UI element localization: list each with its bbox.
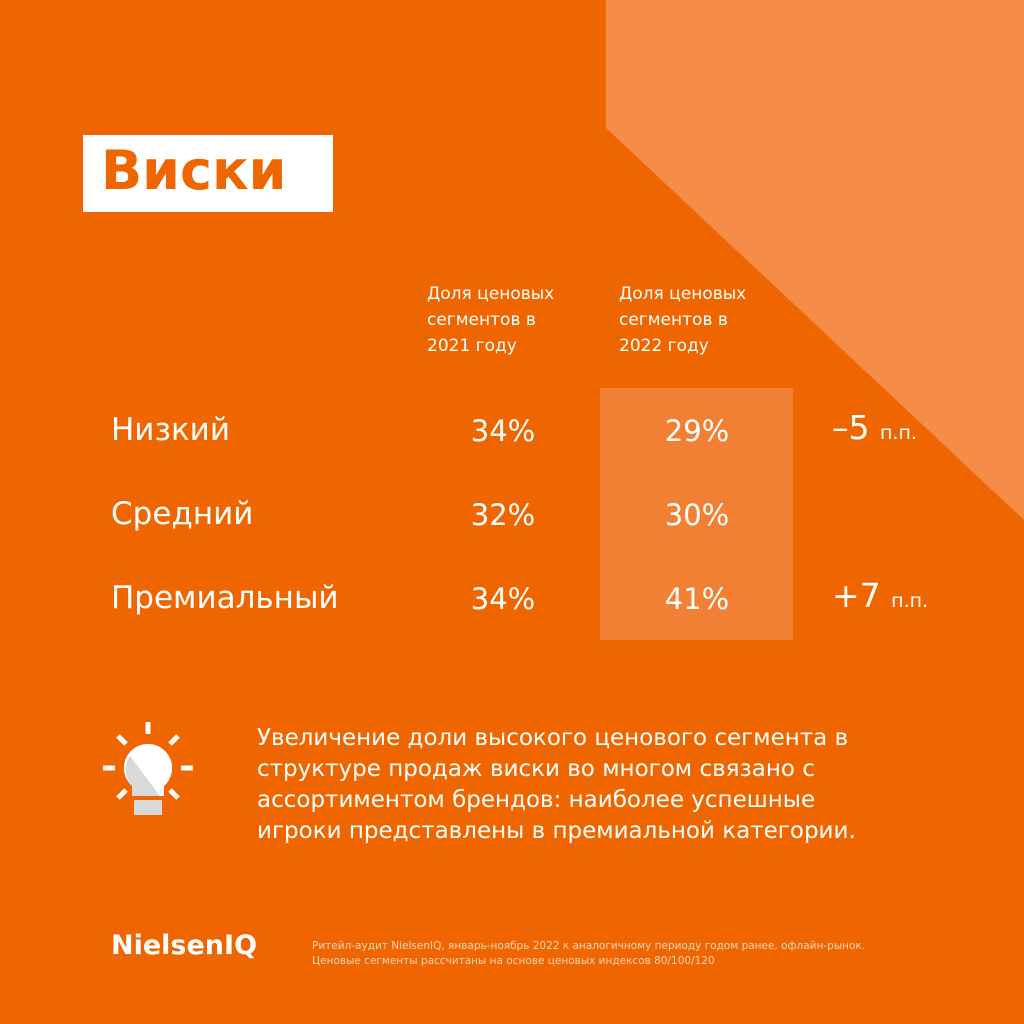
note-line: игроки представлены в премиальной катего…: [257, 818, 856, 844]
note-line: Увеличение доли высокого ценового сегмен…: [257, 725, 849, 751]
change: –5 п.п.: [832, 408, 917, 447]
change-value: +7: [832, 576, 881, 615]
change: +7 п.п.: [832, 576, 928, 615]
logo: NielsenIQ: [111, 930, 258, 961]
title-box: [83, 135, 333, 212]
share-2022: 41%: [664, 582, 730, 616]
column-header: сегментов в: [619, 310, 728, 330]
column-header: Доля ценовых: [427, 284, 555, 304]
share-2021: 32%: [470, 498, 536, 532]
share-2022: 30%: [664, 498, 730, 532]
note-line: ассортиментом брендов: наиболее успешные: [257, 787, 816, 813]
row-label: Премиальный: [111, 580, 339, 616]
highlight-column: [600, 388, 793, 640]
share-2021: 34%: [470, 582, 536, 616]
column-header: Доля ценовых: [619, 284, 747, 304]
column-header: 2022 году: [619, 336, 709, 356]
corner-shape: [606, 0, 1024, 520]
change-value: –5: [832, 408, 870, 447]
column-header: сегментов в: [427, 310, 536, 330]
row-label: Низкий: [111, 412, 230, 448]
share-2022: 29%: [664, 414, 730, 448]
footnote-line: Ценовые сегменты рассчитаны на основе це…: [312, 955, 715, 967]
bulb-icon: [103, 722, 193, 815]
change-unit: п.п.: [880, 422, 917, 444]
column-header: 2021 году: [427, 336, 517, 356]
share-2021: 34%: [470, 414, 536, 448]
change-unit: п.п.: [891, 590, 929, 612]
row-label: Средний: [111, 496, 254, 532]
footnote-line: Ритейл-аудит NielsenIQ, январь-ноябрь 20…: [312, 940, 866, 952]
note-line: структуре продаж виски во многом связано…: [257, 756, 815, 782]
title: Виски: [101, 139, 287, 202]
